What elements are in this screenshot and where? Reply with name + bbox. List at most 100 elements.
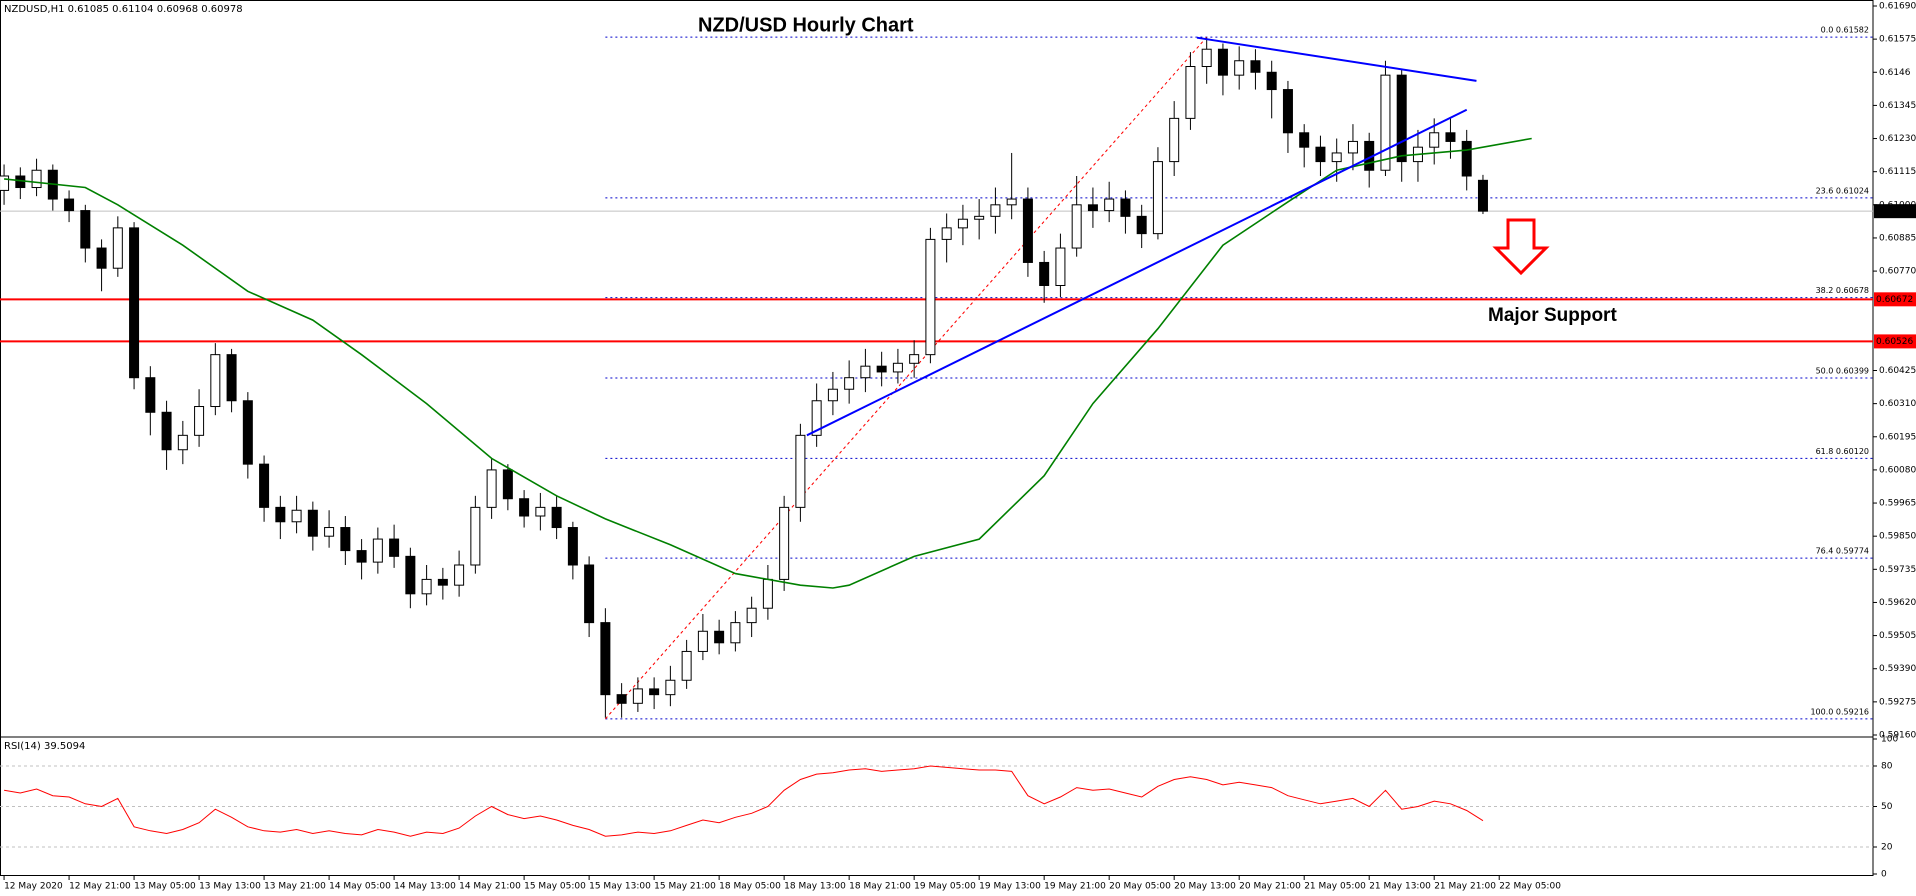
x-tick-label: 14 May 13:00 — [394, 882, 456, 892]
price-label: 0.60978 — [1876, 207, 1913, 217]
y-tick-label: 0.61575 — [1879, 35, 1916, 45]
x-tick-label: 18 May 21:00 — [849, 882, 911, 892]
candle-body — [177, 434, 188, 451]
x-tick-label: 21 May 21:00 — [1434, 882, 1496, 892]
candle-body — [957, 218, 968, 229]
x-tick-label: 18 May 05:00 — [719, 882, 781, 892]
x-tick-label: 19 May 21:00 — [1044, 882, 1106, 892]
y-tick-label: 0.59275 — [1879, 697, 1916, 707]
candle-body — [551, 506, 562, 529]
candle-body — [275, 506, 286, 523]
candle-body — [1201, 48, 1212, 68]
x-tick-label: 12 May 21:00 — [69, 882, 131, 892]
fib-label: 0.0 0.61582 — [1821, 26, 1869, 35]
x-tick-label: 21 May 05:00 — [1304, 882, 1366, 892]
candle-body — [1396, 74, 1407, 163]
candle-body — [1055, 247, 1066, 286]
candle-body — [795, 434, 806, 508]
rsi-line — [4, 765, 1484, 837]
y-tick-label: 0.61115 — [1879, 167, 1916, 177]
y-tick-label: 0.6146 — [1879, 68, 1911, 78]
candle-body — [1429, 132, 1440, 148]
candle-body — [681, 650, 692, 681]
candle-body — [324, 527, 335, 537]
y-tick-label: 0.59965 — [1879, 499, 1916, 509]
candle-body — [892, 362, 903, 373]
fib-label: 23.6 0.61024 — [1816, 186, 1869, 195]
x-tick-label: 13 May 13:00 — [199, 882, 261, 892]
support-label: Major Support — [1488, 305, 1617, 326]
candle-body — [80, 210, 91, 249]
candle-body — [112, 227, 123, 269]
candle-body — [242, 400, 253, 465]
price-label-box — [1874, 292, 1916, 307]
candle-body — [1104, 198, 1115, 212]
candle-body — [1087, 204, 1098, 212]
y-tick-label: 0.60310 — [1879, 399, 1916, 409]
x-tick-label: 15 May 05:00 — [524, 882, 586, 892]
candle-body — [145, 377, 156, 413]
trendline — [1196, 36, 1477, 82]
fib-label: 38.2 0.60678 — [1816, 286, 1869, 295]
candle-body — [405, 555, 416, 595]
candle-body — [1185, 66, 1196, 119]
x-tick-label: 13 May 05:00 — [134, 882, 196, 892]
candle-body — [291, 509, 302, 523]
candle-body — [1461, 140, 1472, 177]
y-tick-label: 0.60425 — [1879, 366, 1916, 376]
x-tick-label: 20 May 21:00 — [1239, 882, 1301, 892]
candle-body — [535, 506, 546, 517]
candle-body — [1152, 161, 1163, 235]
x-tick-label: 15 May 21:00 — [654, 882, 716, 892]
candle-body — [1217, 48, 1228, 76]
chart-header: NZDUSD,H1 0.61085 0.61104 0.60968 0.6097… — [4, 4, 243, 15]
candle-body — [502, 469, 513, 500]
candle-body — [1136, 215, 1147, 235]
x-tick-label: 21 May 13:00 — [1369, 882, 1431, 892]
rsi-y-tick-label: 20 — [1881, 843, 1893, 853]
candle-body — [827, 388, 838, 402]
y-tick-label: 0.60080 — [1879, 465, 1916, 475]
down-arrow — [1492, 218, 1550, 276]
price-label: 0.60672 — [1876, 295, 1913, 305]
candle-body — [779, 506, 790, 580]
candle-body — [925, 238, 936, 356]
candle-body — [194, 406, 205, 436]
y-tick-label: 0.59735 — [1879, 565, 1916, 575]
candle-body — [941, 227, 952, 240]
x-tick-label: 20 May 05:00 — [1109, 882, 1171, 892]
candle-body — [259, 463, 270, 508]
candle-body — [990, 204, 1001, 217]
candle-body — [974, 215, 985, 220]
y-tick-label: 0.60885 — [1879, 233, 1916, 243]
candle-body — [356, 550, 367, 563]
candle-body — [470, 506, 481, 566]
x-tick-label: 19 May 05:00 — [914, 882, 976, 892]
y-tick-label: 0.61345 — [1879, 101, 1916, 111]
rsi-y-tick-label: 0 — [1881, 870, 1887, 880]
candle-body — [307, 509, 318, 537]
candle-body — [1282, 89, 1293, 134]
candle-body — [96, 247, 107, 269]
candle-body — [389, 538, 400, 557]
candle-body — [1477, 179, 1488, 212]
candle-body — [1315, 146, 1326, 163]
candle-body — [421, 578, 432, 595]
candle-body — [161, 411, 172, 451]
candle-body — [1299, 132, 1310, 148]
x-tick-label: 14 May 21:00 — [459, 882, 521, 892]
candle-body — [1445, 132, 1456, 142]
x-tick-label: 18 May 13:00 — [784, 882, 846, 892]
price-label-box — [1874, 334, 1916, 349]
candle-body — [1347, 140, 1358, 154]
y-tick-label: 0.61230 — [1879, 134, 1916, 144]
candle-body — [129, 227, 140, 379]
candle-body — [1331, 152, 1342, 163]
chart-title: NZD/USD Hourly Chart — [698, 14, 914, 36]
fib-label: 76.4 0.59774 — [1816, 547, 1869, 556]
candle-body — [876, 365, 887, 373]
candle-body — [64, 198, 75, 212]
x-tick-label: 20 May 13:00 — [1174, 882, 1236, 892]
